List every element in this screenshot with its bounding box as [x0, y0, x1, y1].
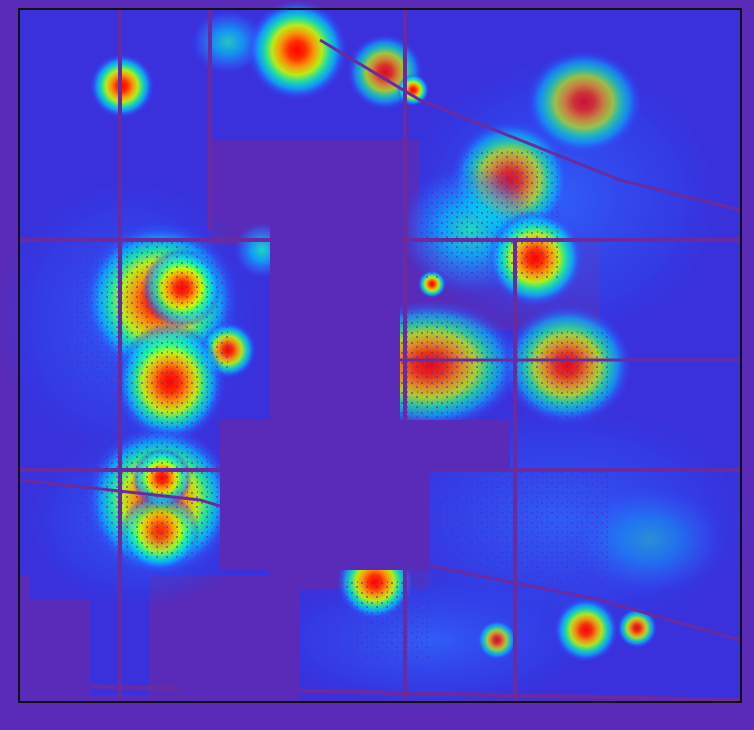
hotspot-top-center: [247, 0, 347, 100]
hotspot-bottom-right-c: [477, 620, 517, 660]
map-border: [18, 8, 742, 703]
hotspot-bottom-right-b: [617, 608, 657, 648]
hotspot-right-lower: [575, 485, 725, 595]
empty-region: [20, 140, 510, 700]
parcel-speckle: [60, 150, 610, 660]
hotspot-bottom-right-a: [554, 598, 618, 662]
hotspot-top-right: [526, 50, 642, 154]
